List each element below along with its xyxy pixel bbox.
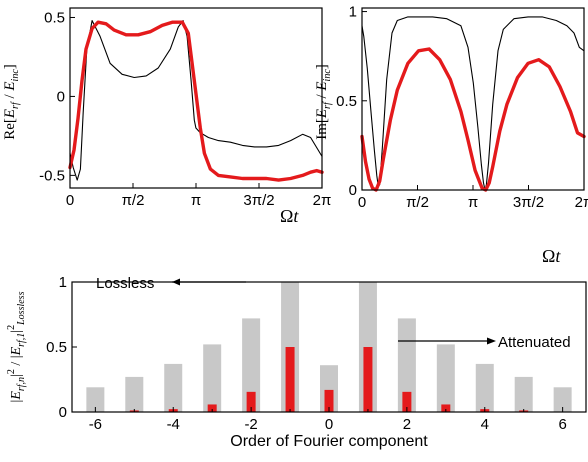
bar-lossless xyxy=(553,387,572,412)
fourier-xtick-label: 6 xyxy=(558,416,566,433)
re-xtick-label: π/2 xyxy=(122,192,145,209)
fourier-ytick-label: 0.5 xyxy=(46,339,67,356)
bar-attenuated xyxy=(441,404,451,412)
fourier-marks: -6 -4 -2 0 2 4 6 0 0.5 1 xyxy=(46,274,572,433)
fourier-xtick-label: -4 xyxy=(167,416,180,433)
panel-im-part: 0 π/2 π 3π/2 2π 0 0.5 1 Im[Erf / Einc] Ωt xyxy=(314,4,588,266)
fourier-ytick-label: 0 xyxy=(59,404,67,421)
attenuated-arrowhead xyxy=(487,337,496,345)
fourier-xtick-label: -6 xyxy=(89,416,102,433)
fourier-xtick-label: 0 xyxy=(325,416,333,433)
im-part-marks: 0 π/2 π 3π/2 2π 0 0.5 1 xyxy=(336,4,588,211)
im-part-xlabel: Ωt xyxy=(542,246,561,266)
fourier-ytick-label: 1 xyxy=(59,274,67,291)
panel-fourier: -6 -4 -2 0 2 4 6 0 0.5 1 |Erf,n|2 / |Erf,1|2Lossl… xyxy=(6,274,587,450)
re-part-frame xyxy=(69,7,323,189)
bar-lossless xyxy=(125,376,144,412)
re-part-marks: 0 π/2 π 3π/2 2π-0.500.5 xyxy=(39,9,331,209)
re-xtick-label: 2π xyxy=(313,192,332,209)
fourier-xtick-label: -2 xyxy=(244,416,257,433)
re-xtick-label: 3π/2 xyxy=(243,192,274,209)
bar-lossless xyxy=(203,344,222,412)
fourier-frame xyxy=(71,281,587,413)
bar-lossless xyxy=(164,363,183,412)
annotation-lossless: Lossless xyxy=(96,275,154,292)
im-xtick-label: π/2 xyxy=(406,194,429,211)
bar-attenuated xyxy=(363,347,373,412)
im-part-frame xyxy=(361,7,585,191)
bar-attenuated xyxy=(402,391,412,412)
re-xtick-label: π xyxy=(191,192,201,209)
fourier-ylabel: |Erf,n|2 / |Erf,1|2Lossless xyxy=(6,291,27,402)
im-part-ylabel: Im[Erf / Einc] xyxy=(314,64,333,140)
bar-lossless xyxy=(86,387,105,412)
panel-re-part: 0 π/2 π 3π/2 2π-0.500.5 Re[Erf / Einc] Ωt xyxy=(2,7,331,226)
re-part-xlabel: Ωt xyxy=(280,206,299,226)
re-ytick-label: -0.5 xyxy=(39,167,65,184)
im-ytick-label: 0.5 xyxy=(336,93,357,110)
im-ytick-label: 1 xyxy=(349,4,357,21)
bar-lossless xyxy=(397,318,416,412)
im-xtick-label: π xyxy=(468,194,478,211)
re-ytick-label: 0 xyxy=(57,88,65,105)
annotation-attenuated: Attenuated xyxy=(498,334,571,351)
bar-lossless xyxy=(475,363,494,412)
bar-lossless xyxy=(242,318,261,412)
bar-lossless xyxy=(436,344,455,412)
im-ytick-label: 0 xyxy=(349,182,357,199)
im-xtick-label: 3π/2 xyxy=(513,194,544,211)
fourier-xtick-label: 2 xyxy=(403,416,411,433)
lossless-arrowhead xyxy=(172,278,180,286)
im-series-thick-red xyxy=(360,47,586,192)
bar-attenuated xyxy=(324,389,334,412)
re-series-thick-red xyxy=(68,20,324,182)
bar-attenuated xyxy=(246,391,256,412)
bar-attenuated xyxy=(207,404,217,412)
re-ytick-label: 0.5 xyxy=(44,9,65,26)
im-xtick-label: 2π xyxy=(575,194,588,211)
fourier-xlabel: Order of Fourier component xyxy=(230,433,428,450)
fourier-xtick-label: 4 xyxy=(481,416,489,433)
im-xtick-label: 0 xyxy=(358,194,366,211)
re-xtick-label: 0 xyxy=(66,192,74,209)
bar-attenuated xyxy=(285,347,295,412)
bar-lossless xyxy=(514,376,533,412)
re-part-ylabel: Re[Erf / Einc] xyxy=(2,64,21,140)
